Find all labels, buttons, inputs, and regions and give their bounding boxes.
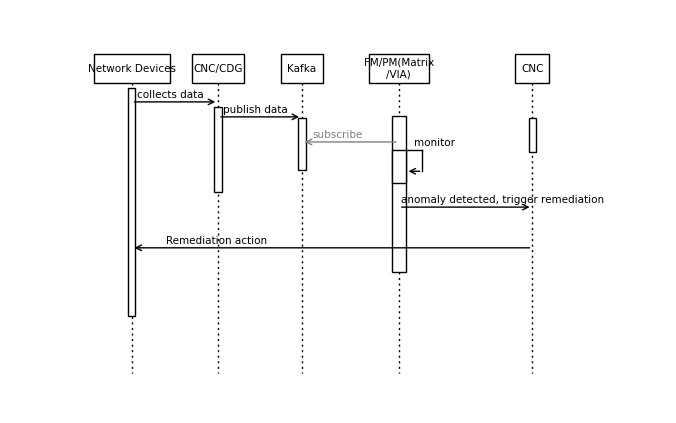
Text: publish data: publish data — [223, 105, 288, 115]
Text: CNC: CNC — [521, 64, 544, 74]
Text: FM/PM(Matrix
/VIA): FM/PM(Matrix /VIA) — [364, 58, 434, 80]
FancyBboxPatch shape — [529, 118, 536, 152]
FancyBboxPatch shape — [128, 88, 135, 316]
Text: collects data: collects data — [137, 90, 203, 100]
FancyBboxPatch shape — [368, 54, 429, 83]
FancyBboxPatch shape — [281, 54, 323, 83]
FancyBboxPatch shape — [298, 118, 306, 170]
Text: Network Devices: Network Devices — [88, 64, 176, 74]
FancyBboxPatch shape — [515, 54, 550, 83]
Text: anomaly detected, trigger remediation: anomaly detected, trigger remediation — [402, 195, 604, 206]
FancyBboxPatch shape — [192, 54, 244, 83]
FancyBboxPatch shape — [392, 150, 406, 183]
FancyBboxPatch shape — [392, 116, 406, 272]
FancyBboxPatch shape — [94, 54, 170, 83]
Text: subscribe: subscribe — [312, 130, 363, 140]
Text: Remediation action: Remediation action — [166, 236, 267, 246]
Text: monitor: monitor — [414, 138, 454, 148]
Text: CNC/CDG: CNC/CDG — [193, 64, 243, 74]
FancyBboxPatch shape — [214, 107, 222, 192]
Text: Kafka: Kafka — [287, 64, 316, 74]
